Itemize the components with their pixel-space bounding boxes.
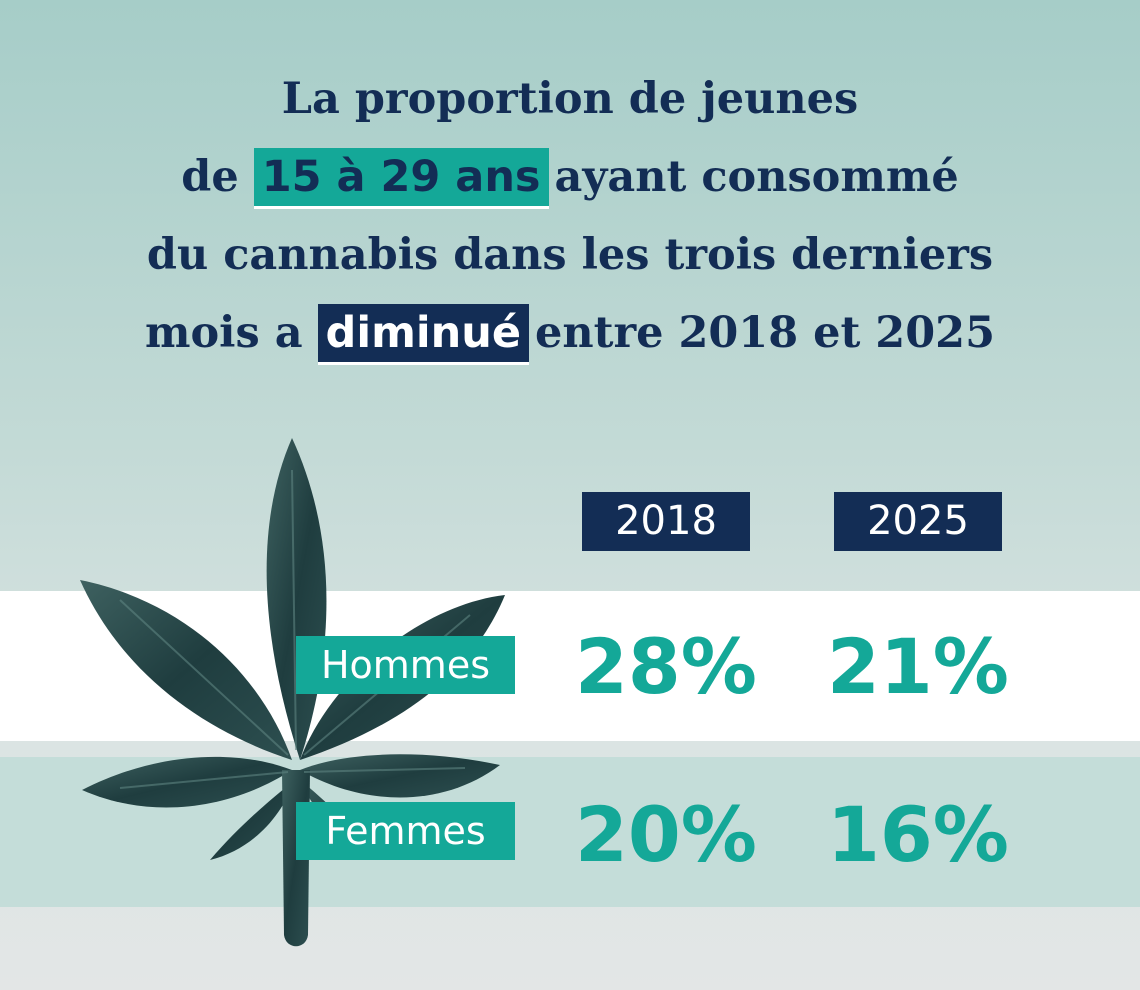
headline-line-4-post: entre 2018 et 2025	[535, 308, 995, 358]
decrease-highlight: diminué	[317, 304, 529, 365]
age-range-highlight: 15 à 29 ans	[253, 148, 549, 209]
column-header-2018: 2018	[582, 492, 750, 551]
value-hommes-2018: 28%	[575, 622, 757, 711]
value-femmes-2018: 20%	[575, 790, 757, 879]
headline: La proportion de jeunes de 15 à 29 ans ay…	[0, 60, 1140, 372]
value-hommes-2025: 21%	[827, 622, 1009, 711]
headline-line-2-post: ayant consommé	[554, 152, 959, 202]
column-header-2025: 2025	[834, 492, 1002, 551]
cannabis-leaf-icon	[80, 438, 505, 947]
value-femmes-2025: 16%	[827, 790, 1009, 879]
row-label-femmes: Femmes	[296, 802, 515, 860]
headline-line-3: du cannabis dans les trois derniers	[146, 230, 994, 280]
headline-line-1: La proportion de jeunes	[281, 74, 859, 124]
headline-line-2-pre: de	[181, 152, 239, 202]
headline-line-4-pre: mois a	[145, 308, 303, 358]
row-label-hommes: Hommes	[296, 636, 515, 694]
